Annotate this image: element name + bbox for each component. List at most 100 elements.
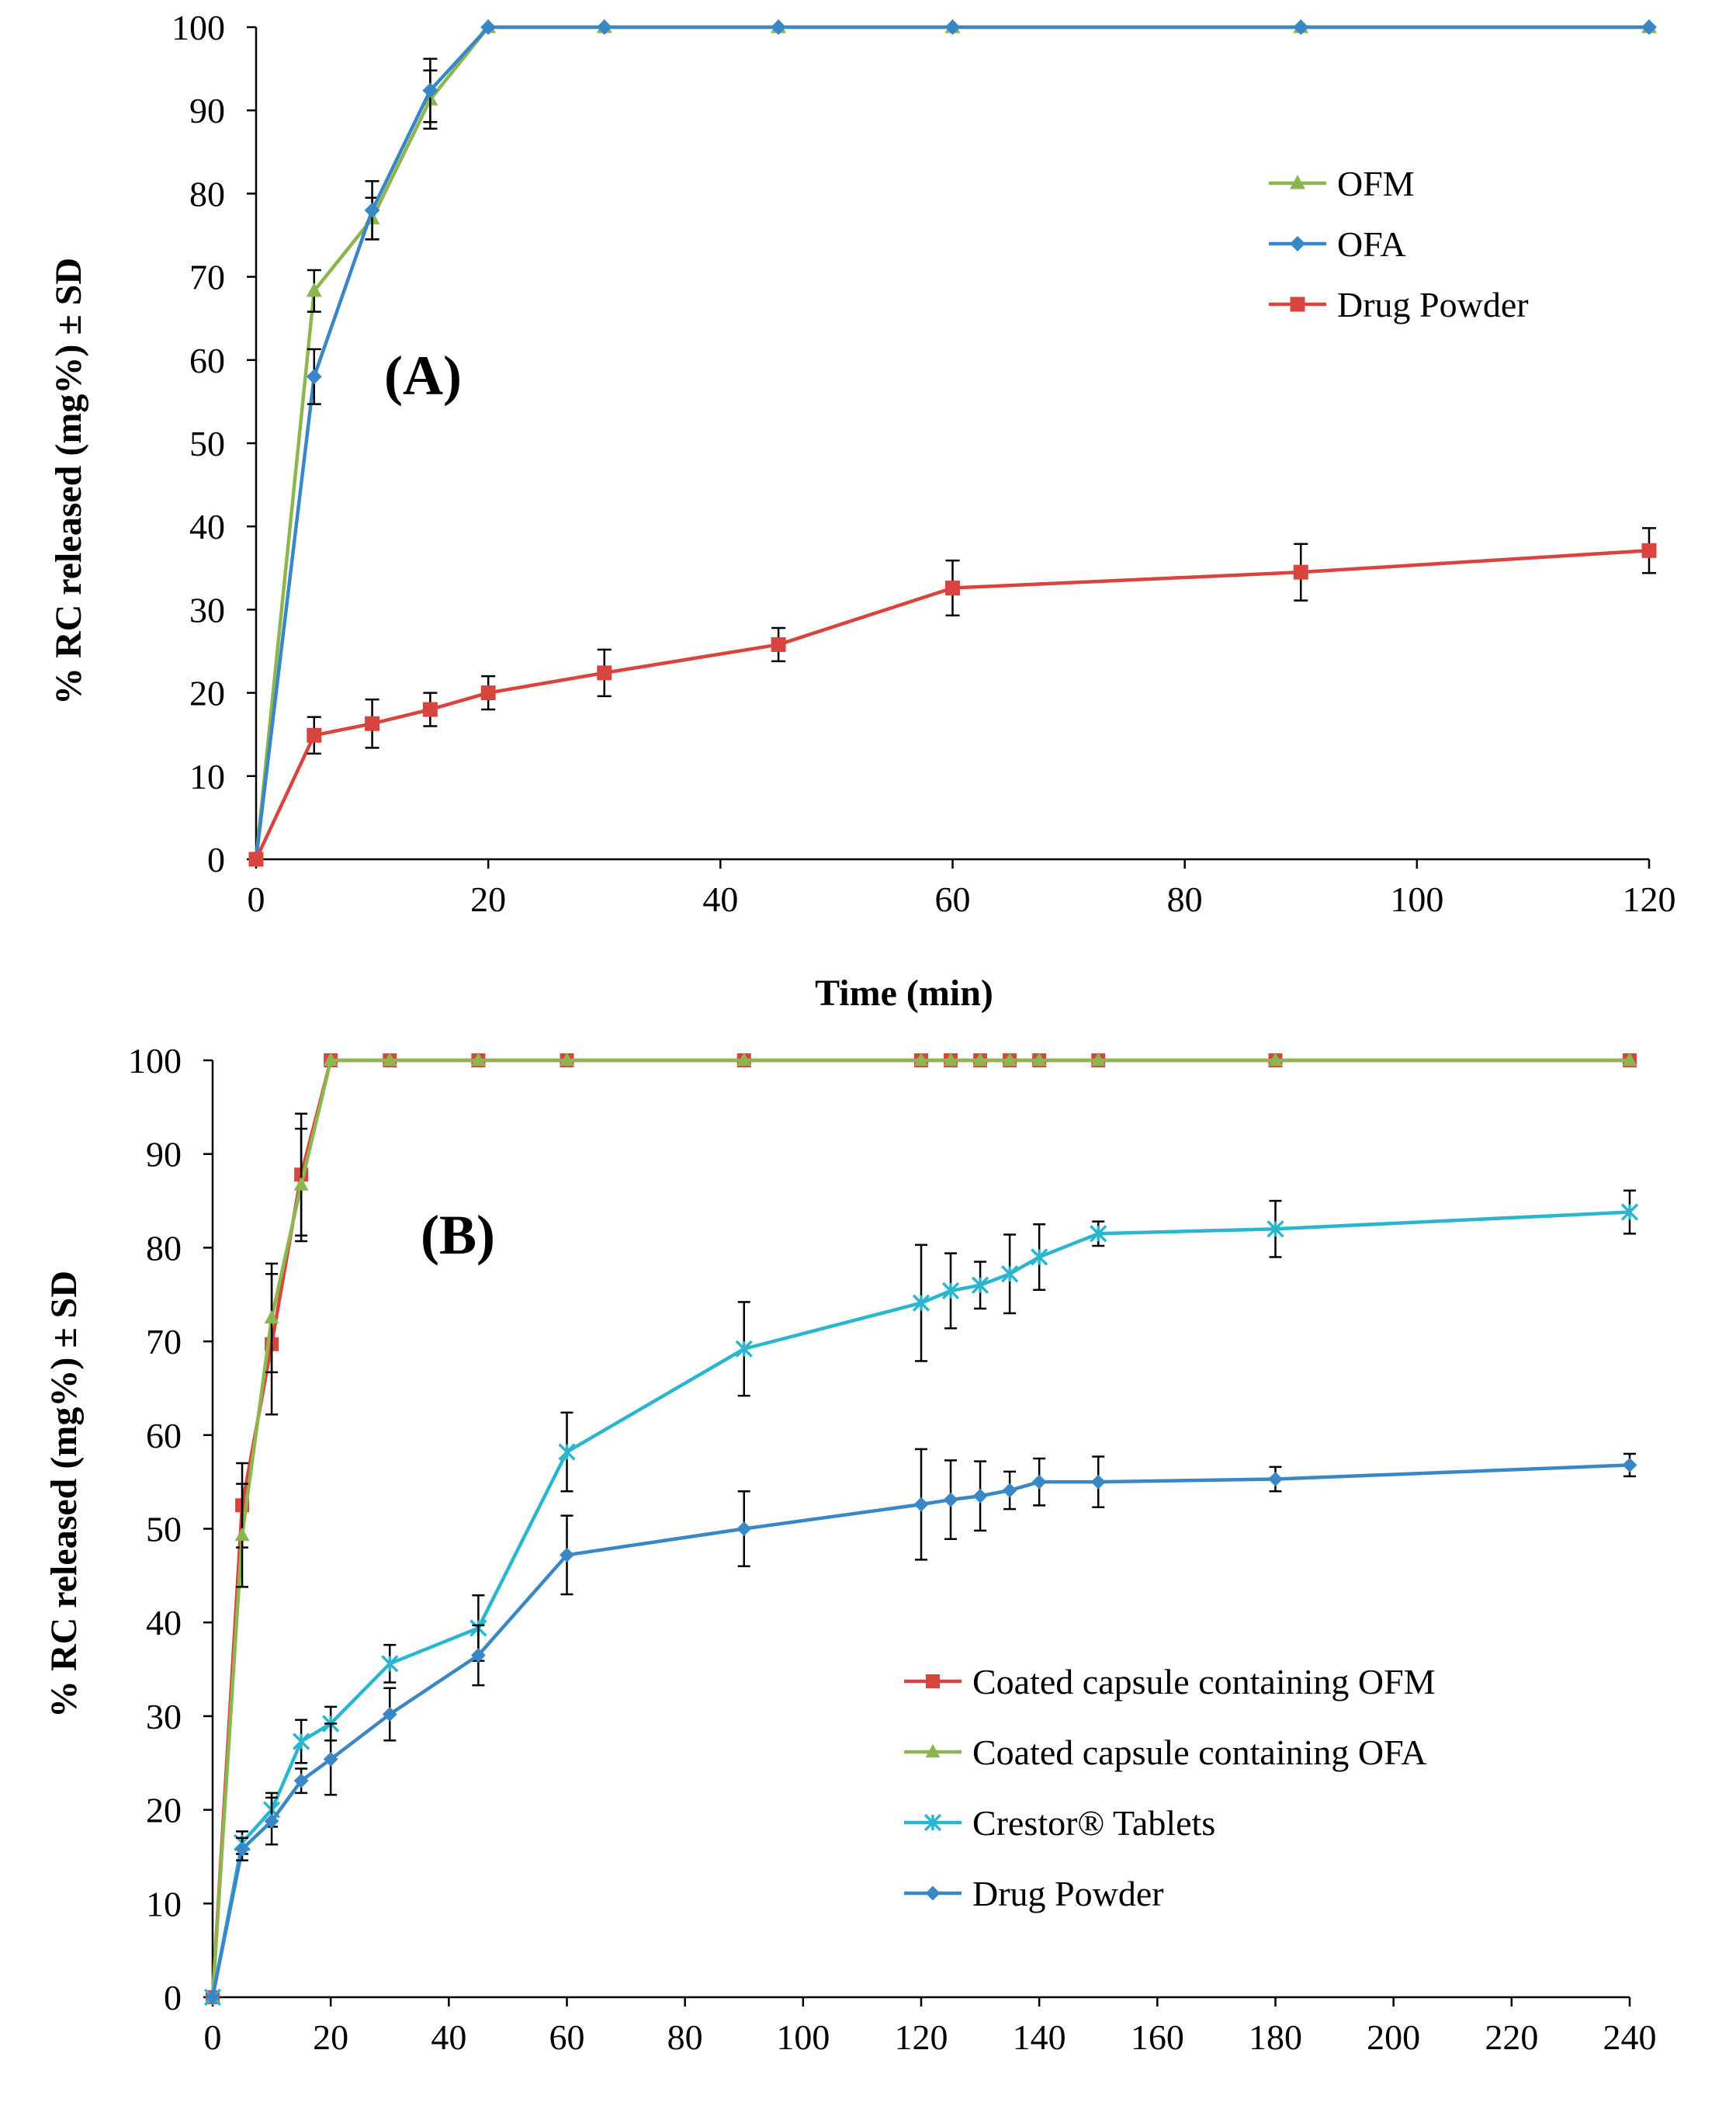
data-point <box>264 1813 279 1829</box>
panel-a-x-axis-title: Time (min) <box>815 973 993 1014</box>
legend-item-coated-capsule-containing-ofm: Coated capsule containing OFM <box>904 1662 1436 1701</box>
panel-a-x-tick-label: 80 <box>1167 879 1203 919</box>
data-point <box>1002 1052 1017 1067</box>
panel-a-y-tick-label: 60 <box>189 341 225 380</box>
data-point <box>941 1282 960 1300</box>
data-point <box>912 1294 930 1312</box>
panel-a-y-tick-label: 100 <box>172 8 225 47</box>
data-point <box>771 636 786 652</box>
data-point <box>234 1841 250 1857</box>
data-point <box>292 1733 310 1750</box>
legend-swatch-marker <box>926 1674 940 1688</box>
data-point <box>1090 1225 1107 1243</box>
legend-swatch-marker <box>925 1885 941 1901</box>
panel-b-x-tick-label: 20 <box>313 2017 348 2057</box>
legend-swatch-marker <box>925 1743 941 1758</box>
data-point <box>422 82 438 99</box>
panel-b-y-tick-label: 50 <box>146 1510 182 1549</box>
panel-a-y-tick-label: 50 <box>189 424 225 463</box>
data-point <box>306 369 322 385</box>
data-point <box>1031 1248 1048 1266</box>
data-point <box>972 1052 988 1067</box>
legend-label: OFM <box>1337 164 1415 203</box>
chart-panel-a: (A) Time (min) % RC released (mg%) ± SD … <box>48 8 1676 1014</box>
data-point <box>944 19 961 35</box>
data-point <box>943 1492 958 1507</box>
data-point <box>382 1707 397 1722</box>
panel-b-y-axis-title: % RC released (mg%) ± SD <box>43 1271 85 1718</box>
data-point <box>971 1276 989 1294</box>
data-point <box>560 1547 574 1563</box>
panel-a-series-ofm <box>248 19 1657 865</box>
data-point <box>323 1052 338 1067</box>
legend-item-ofa: OFA <box>1269 224 1406 264</box>
data-point <box>382 1052 397 1067</box>
legend-item-drug-powder: Drug Powder <box>904 1874 1164 1913</box>
data-point <box>381 1655 399 1673</box>
panel-b-series-drug-powder <box>205 1448 1637 2005</box>
panel-a-y-axis-title: % RC released (mg%) ± SD <box>48 258 89 705</box>
panel-b-x-tick-label: 200 <box>1367 2017 1420 2057</box>
data-point <box>1622 1052 1637 1067</box>
panel-b-y-tick-label: 60 <box>146 1416 182 1455</box>
data-point <box>364 202 380 218</box>
panel-a-y-tick-label: 40 <box>189 507 225 546</box>
panel-b-series-crestor-tablets <box>203 1189 1639 2007</box>
legend-label: Coated capsule containing OFM <box>972 1662 1436 1701</box>
panel-b-x-tick-label: 220 <box>1485 2017 1538 2057</box>
panel-b-y-tick-label: 30 <box>146 1697 182 1736</box>
panel-a-x-tick-label: 120 <box>1623 879 1676 919</box>
data-point <box>596 19 612 35</box>
legend-swatch-marker <box>1290 236 1305 251</box>
data-point <box>1293 564 1308 580</box>
panel-b-x-tick-label: 240 <box>1603 2017 1657 2057</box>
data-point <box>248 852 264 867</box>
panel-a-y-tick-label: 80 <box>189 174 225 213</box>
data-point <box>1641 543 1657 558</box>
legend-label: Crestor® Tablets <box>972 1803 1215 1843</box>
legend-swatch-marker <box>1290 297 1305 312</box>
panel-b-y-tick-label: 0 <box>164 1978 182 2017</box>
data-point <box>945 581 960 596</box>
series-line <box>254 25 1649 860</box>
panel-a-y-tick-label: 70 <box>189 258 225 297</box>
legend-item-ofm: OFM <box>1269 164 1415 203</box>
panel-a-y-tick-label: 30 <box>189 590 225 630</box>
data-point <box>1293 19 1309 35</box>
legend-swatch-marker <box>923 1813 942 1832</box>
legend-swatch-marker <box>1290 175 1305 189</box>
data-point <box>736 1521 752 1536</box>
data-point <box>1002 1483 1017 1498</box>
series-line <box>254 549 1650 860</box>
panel-a-x-tick-label: 0 <box>248 879 265 919</box>
data-point <box>1031 1052 1047 1067</box>
panel-b-y-tick-label: 90 <box>146 1135 182 1174</box>
data-point <box>736 1052 752 1067</box>
data-point <box>470 1052 486 1067</box>
panel-a-x-tick-label: 100 <box>1390 879 1443 919</box>
data-point <box>480 19 497 35</box>
data-point <box>972 1488 988 1504</box>
panel-b-y-tick-label: 70 <box>146 1322 182 1361</box>
panel-a-x-tick-label: 20 <box>470 879 506 919</box>
legend-label: OFA <box>1337 224 1406 264</box>
data-point <box>293 1773 309 1788</box>
panel-b-x-tick-label: 100 <box>776 2017 830 2057</box>
panel-a-label: (A) <box>384 345 462 407</box>
panel-b-label: (B) <box>421 1204 495 1266</box>
data-point <box>1622 1457 1637 1472</box>
panel-b-x-tick-label: 120 <box>895 2017 948 2057</box>
data-point <box>205 1989 220 2005</box>
data-point <box>293 1177 309 1191</box>
data-point <box>306 282 322 297</box>
panel-b-y-tick-label: 20 <box>146 1791 182 1830</box>
panel-a-y-tick-label: 0 <box>207 840 225 879</box>
panel-b-x-tick-label: 40 <box>431 2017 466 2057</box>
panel-a-legend: OFM OFA Drug Powder <box>1269 164 1529 324</box>
panel-b-legend: Coated capsule containing OFM Coated caps… <box>904 1662 1436 1913</box>
data-point <box>771 19 787 35</box>
data-point <box>365 716 380 731</box>
panel-b-x-tick-label: 140 <box>1013 2017 1066 2057</box>
data-point <box>1090 1474 1106 1490</box>
data-point <box>735 1340 753 1358</box>
